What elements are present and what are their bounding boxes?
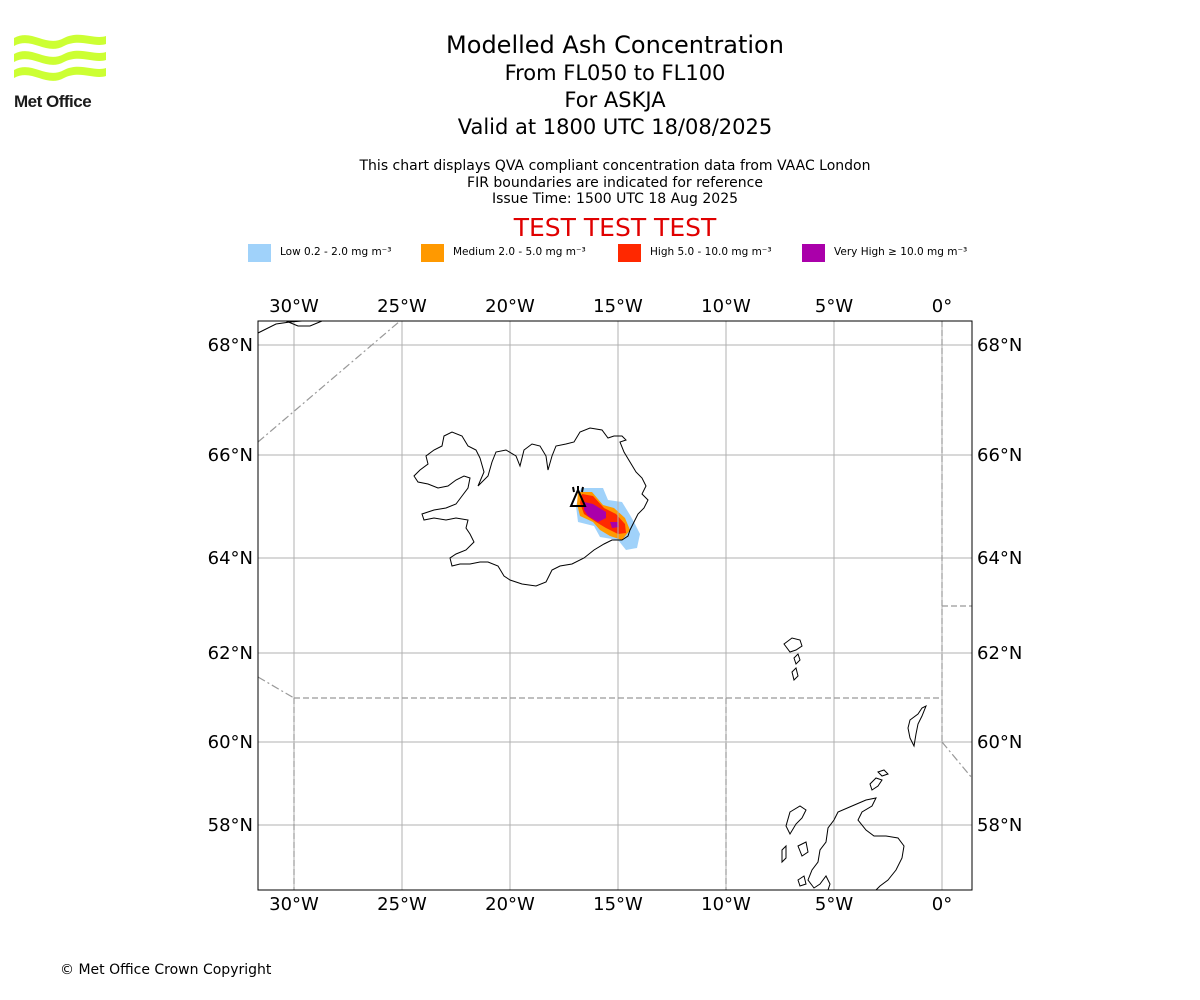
met-office-wordmark: Met Office	[14, 92, 92, 111]
info-line-qva: This chart displays QVA compliant concen…	[359, 158, 871, 174]
legend-swatch-high	[618, 244, 641, 262]
info-line-issue-time: Issue Time: 1500 UTC 18 Aug 2025	[491, 191, 739, 207]
legend-label-very-high: Very High ≥ 10.0 mg m⁻³	[834, 246, 968, 258]
lon-tick-label: 20°W	[485, 894, 535, 915]
lon-tick-label: 0°	[932, 894, 952, 915]
lon-tick-label: 5°W	[815, 296, 853, 317]
orkney-islands	[869, 769, 889, 791]
greenland-coast	[257, 320, 323, 334]
right-latitude-labels: 68°N 66°N 64°N 62°N 60°N 58°N	[977, 335, 1022, 836]
lon-tick-label: 25°W	[377, 296, 427, 317]
lon-tick-label: 15°W	[593, 894, 643, 915]
lat-tick-label: 58°N	[977, 815, 1022, 836]
graticule	[258, 321, 972, 890]
coastlines	[257, 320, 927, 891]
lat-tick-label: 68°N	[208, 335, 253, 356]
faroe-island-3	[791, 667, 799, 681]
lat-tick-label: 64°N	[977, 548, 1022, 569]
ash-plume	[576, 488, 640, 550]
legend-label-high: High 5.0 - 10.0 mg m⁻³	[650, 246, 772, 258]
lat-tick-label: 62°N	[977, 643, 1022, 664]
top-longitude-labels: 30°W 25°W 20°W 15°W 10°W 5°W 0°	[269, 296, 952, 317]
hebrides-3	[797, 841, 809, 857]
lon-tick-label: 25°W	[377, 894, 427, 915]
fir-line-w	[257, 676, 295, 699]
lat-tick-label: 66°N	[208, 445, 253, 466]
volcano-eruption-icon	[572, 486, 584, 493]
fir-line-se	[941, 741, 973, 779]
hebrides-2	[781, 844, 787, 864]
legend-label-low: Low 0.2 - 2.0 mg m⁻³	[280, 246, 392, 258]
legend-label-medium: Medium 2.0 - 5.0 mg m⁻³	[453, 246, 586, 258]
lat-tick-label: 62°N	[208, 643, 253, 664]
legend-swatch-medium	[421, 244, 444, 262]
valid-time-title: Valid at 1800 UTC 18/08/2025	[457, 115, 773, 139]
fir-line-nw	[257, 320, 401, 443]
volcano-triangle-icon	[569, 487, 587, 507]
volcano-marker: volcano	[569, 486, 587, 507]
test-banner: TEST TEST TEST	[513, 213, 717, 242]
scotland-coast	[807, 797, 905, 891]
hebrides-1	[785, 805, 807, 836]
met-office-wave-icon	[14, 34, 106, 81]
lat-tick-label: 58°N	[208, 815, 253, 836]
left-latitude-labels: 68°N 66°N 64°N 62°N 60°N 58°N	[208, 335, 253, 836]
lat-tick-label: 64°N	[208, 548, 253, 569]
ash-very-high-spot	[610, 522, 619, 528]
legend-swatch-low	[248, 244, 271, 262]
chart-titles: Modelled Ash Concentration From FL050 to…	[315, 30, 915, 141]
lon-tick-label: 10°W	[701, 894, 751, 915]
lon-tick-label: 20°W	[485, 296, 535, 317]
lon-tick-label: 15°W	[593, 296, 643, 317]
lat-tick-label: 60°N	[208, 732, 253, 753]
bottom-longitude-labels: 30°W 25°W 20°W 15°W 10°W 5°W 0°	[269, 894, 952, 915]
lat-tick-label: 68°N	[977, 335, 1022, 356]
faroe-island-2	[793, 653, 801, 665]
volcano-title: For ASKJA	[564, 88, 666, 112]
info-line-fir: FIR boundaries are indicated for referen…	[467, 174, 763, 191]
met-office-logo: Met Office	[14, 30, 108, 112]
flight-level-title: From FL050 to FL100	[504, 61, 726, 85]
iceland-coast	[413, 427, 649, 587]
copyright-footer: © Met Office Crown Copyright	[60, 962, 272, 978]
ash-very-high-region	[584, 502, 606, 522]
faroe-island-1	[783, 637, 803, 653]
lon-tick-label: 5°W	[815, 894, 853, 915]
main-title: Modelled Ash Concentration	[446, 31, 784, 59]
lon-tick-label: 30°W	[269, 894, 319, 915]
lon-tick-label: 10°W	[701, 296, 751, 317]
hebrides-4	[797, 875, 807, 887]
legend-swatch-very-high	[802, 244, 825, 262]
map-frame	[257, 320, 973, 891]
lat-tick-label: 66°N	[977, 445, 1022, 466]
lon-tick-label: 30°W	[269, 296, 319, 317]
lat-tick-label: 60°N	[977, 732, 1022, 753]
chart-info: This chart displays QVA compliant concen…	[315, 158, 915, 208]
shetland-islands	[907, 704, 927, 748]
lon-tick-label: 0°	[932, 296, 952, 317]
fir-boundaries	[257, 320, 973, 890]
